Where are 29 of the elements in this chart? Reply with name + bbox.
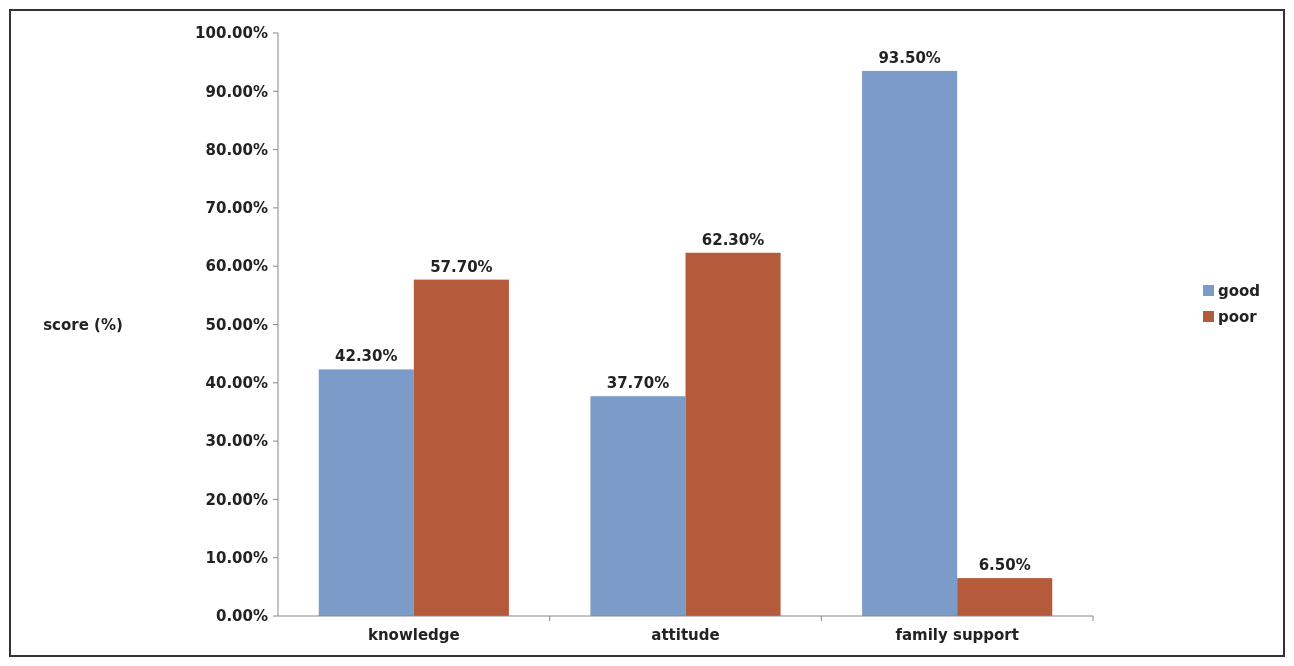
bar [685,252,781,616]
y-axis-title: score (%) [43,315,123,334]
y-tick-label: 40.00% [205,374,268,393]
bar [318,369,414,616]
data-label: 62.30% [701,230,765,249]
bar [957,578,1053,616]
x-tick-label: family support [895,626,1019,644]
data-label: 93.50% [878,48,941,67]
bar [413,279,509,616]
y-tick-label: 20.00% [205,490,268,509]
y-tick-label: 60.00% [205,257,268,276]
y-tick-label: 30.00% [205,432,268,451]
y-tick-label: 100.00% [195,24,268,43]
legend-label: poor [1218,308,1258,327]
bar [862,70,958,616]
x-tick-label: attitude [651,626,720,644]
y-tick-label: 50.00% [205,315,268,334]
y-tick-label: 10.00% [205,548,268,567]
data-label: 6.50% [978,556,1031,575]
data-label: 57.70% [430,257,493,276]
bar [590,396,686,616]
data-label: 42.30% [335,347,398,366]
y-tick-label: 0.00% [215,607,268,626]
legend-label: good [1218,282,1261,301]
y-tick-label: 90.00% [205,82,268,101]
y-tick-label: 70.00% [205,199,268,218]
y-tick-label: 80.00% [205,140,268,159]
x-tick-label: knowledge [367,626,460,644]
data-label: 37.70% [606,374,670,393]
